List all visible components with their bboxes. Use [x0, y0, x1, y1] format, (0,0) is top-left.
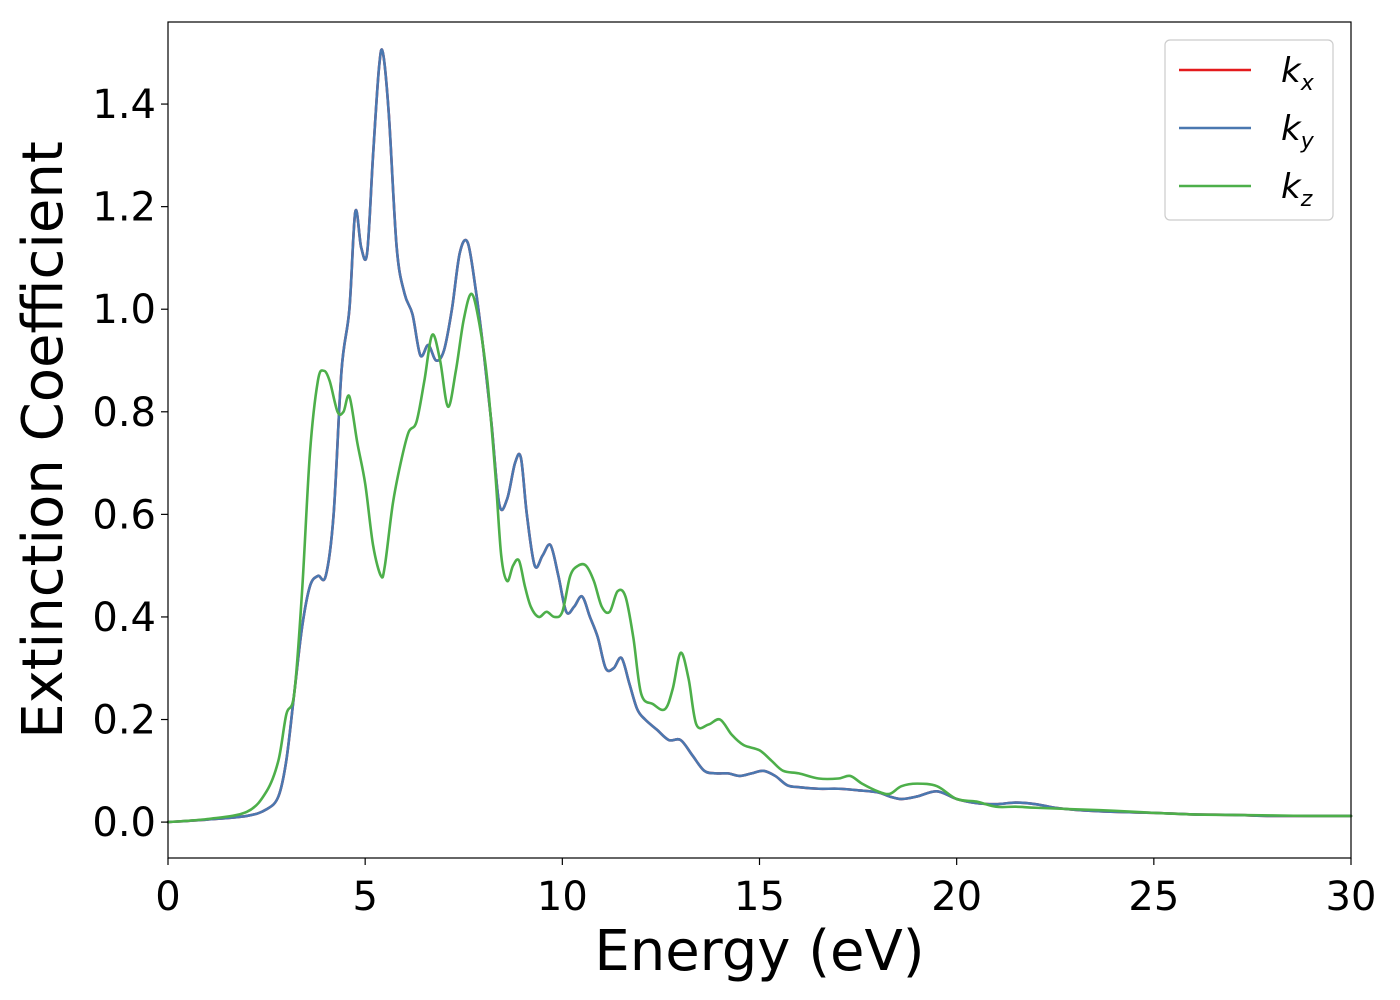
legend-label-subscript: z	[1300, 187, 1313, 212]
legend-label-z: kz	[1281, 167, 1313, 212]
x-tick-label: 10	[537, 874, 588, 920]
legend-label-y: ky	[1281, 109, 1315, 154]
x-tick-label: 20	[931, 874, 982, 920]
legend-label-x: kx	[1281, 51, 1315, 96]
legend-label-subscript: y	[1300, 129, 1315, 154]
y-tick-label: 0.2	[92, 698, 156, 744]
legend-label-subscript: x	[1300, 71, 1315, 96]
legend-box	[1164, 39, 1334, 221]
y-axis-title: Extinction Coefficient	[11, 141, 76, 739]
legend-label-main: k	[1281, 167, 1302, 207]
legend-label-main: k	[1281, 51, 1302, 91]
y-tick-label: 0.0	[92, 800, 156, 846]
series-line-y	[166, 48, 1353, 824]
legend-label-main: k	[1281, 109, 1302, 149]
series-line-z	[166, 292, 1353, 824]
y-tick-label: 1.4	[92, 82, 156, 128]
y-tick-label: 1.2	[92, 185, 156, 231]
y-tick-label: 0.8	[92, 390, 156, 436]
x-axis-title: Energy (eV)	[594, 919, 924, 984]
y-tick-label: 0.4	[92, 595, 156, 641]
x-tick-label: 30	[1326, 874, 1377, 920]
plot-lines	[166, 48, 1353, 824]
x-tick-label: 15	[734, 874, 785, 920]
x-axis-ticks: 0 5 10 15 20 25 30	[155, 858, 1376, 920]
x-tick-label: 5	[352, 874, 377, 920]
x-tick-label: 25	[1128, 874, 1179, 920]
y-tick-label: 0.6	[92, 492, 156, 538]
x-tick-label: 0	[155, 874, 180, 920]
y-axis-ticks: 0.0 0.2 0.4 0.6 0.8 1.0 1.2 1.4	[92, 82, 168, 846]
y-tick-label: 1.0	[92, 287, 156, 333]
